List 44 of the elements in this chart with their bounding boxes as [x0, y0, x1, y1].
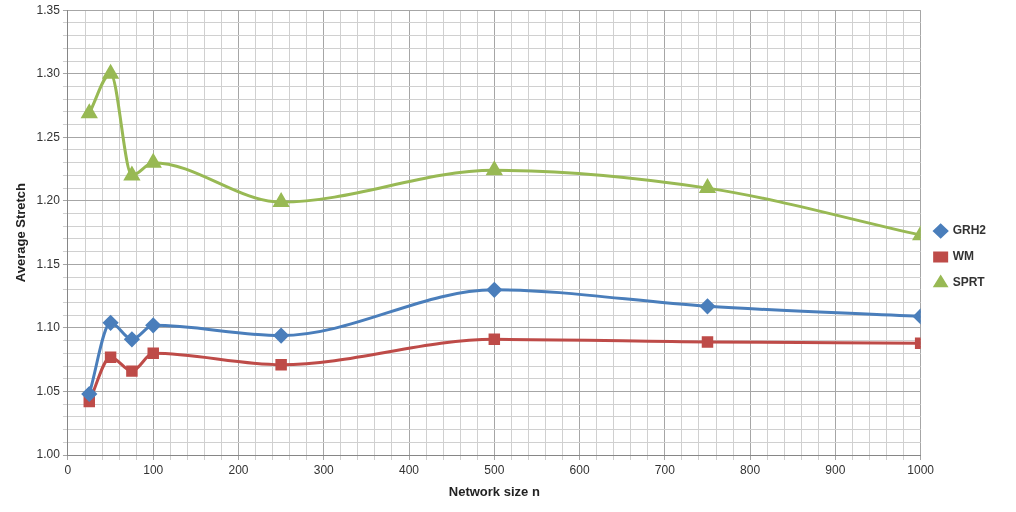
point — [124, 331, 140, 347]
point — [486, 161, 502, 176]
x-tick-label: 1000 — [907, 462, 935, 477]
point — [273, 328, 289, 344]
point — [103, 315, 119, 331]
point — [81, 104, 97, 119]
y-tick-label: 1.15 — [36, 256, 61, 271]
y-tick-label: 1.00 — [36, 447, 61, 462]
x-tick-label: 300 — [313, 462, 335, 477]
x-tick-label: 400 — [399, 462, 420, 477]
point — [699, 179, 716, 194]
point — [145, 317, 161, 333]
x-tick-label: 800 — [740, 462, 761, 477]
x-tick-label: 600 — [569, 462, 590, 477]
x-tick-label: 100 — [143, 462, 164, 477]
y-tick-label: 1.35 — [36, 2, 61, 17]
point — [81, 386, 97, 402]
point — [488, 333, 501, 346]
point — [486, 282, 502, 298]
point — [147, 347, 159, 360]
y-tick-label: 1.30 — [36, 66, 61, 81]
point — [699, 298, 715, 314]
y-tick-label: 1.10 — [36, 320, 61, 335]
y-tick-label: 1.20 — [36, 193, 61, 208]
point — [701, 336, 714, 348]
point — [145, 154, 161, 168]
point — [103, 65, 119, 79]
x-tick-label: 700 — [654, 462, 676, 477]
point — [124, 166, 140, 181]
x-tick-label: 200 — [228, 462, 249, 477]
point — [275, 359, 287, 371]
point — [273, 193, 289, 208]
x-tick-label: 900 — [825, 462, 846, 477]
point — [126, 365, 138, 377]
x-tick-label: 500 — [484, 462, 505, 477]
point — [104, 351, 117, 363]
y-tick-label: 1.25 — [36, 129, 61, 144]
legend-label: GRH2 — [952, 223, 987, 238]
legend-label: WM — [952, 249, 974, 264]
legend-label: SPRT — [952, 275, 986, 290]
y-axis-title: Average Stretch — [13, 182, 29, 283]
x-tick-label: 0 — [64, 462, 72, 477]
x-axis-title: Network size n — [448, 483, 540, 499]
y-tick-label: 1.05 — [36, 383, 61, 398]
